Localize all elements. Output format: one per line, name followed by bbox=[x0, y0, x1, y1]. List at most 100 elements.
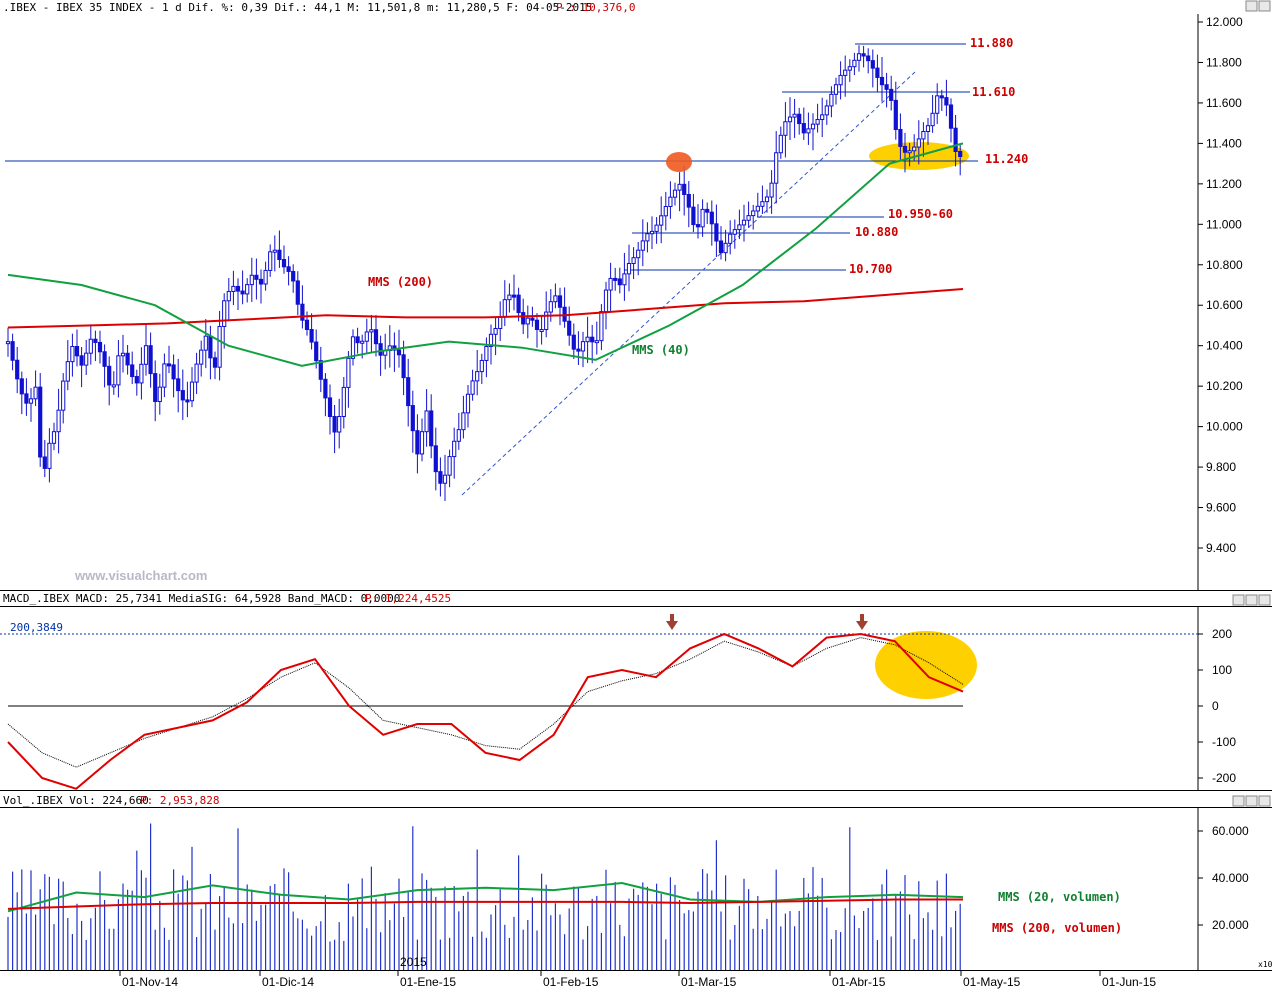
candle bbox=[507, 283, 512, 313]
level-label-11880: 11.880 bbox=[970, 36, 1013, 50]
candle bbox=[254, 258, 259, 300]
candle bbox=[5, 327, 11, 357]
candle bbox=[930, 94, 935, 133]
candle bbox=[38, 373, 43, 467]
year-label: 2015 bbox=[400, 955, 427, 969]
macd-line bbox=[7, 632, 964, 790]
candle bbox=[953, 114, 958, 167]
close-button[interactable] bbox=[1258, 795, 1271, 807]
candle bbox=[134, 369, 139, 396]
macd-tick-label: -100 bbox=[1212, 735, 1236, 749]
candle bbox=[580, 331, 586, 368]
candle bbox=[884, 72, 889, 108]
candle bbox=[88, 324, 93, 365]
candle bbox=[442, 454, 448, 502]
arrow-down-icon bbox=[666, 614, 678, 630]
close-button[interactable] bbox=[1258, 594, 1271, 606]
candle bbox=[130, 351, 135, 385]
candle bbox=[277, 230, 282, 268]
volume-bars bbox=[7, 823, 961, 970]
sma200-label: MMS (200) bbox=[368, 275, 433, 289]
date-tick-label: 01-Feb-15 bbox=[543, 975, 599, 989]
candle bbox=[74, 329, 80, 367]
date-tick-label: 01-Abr-15 bbox=[832, 975, 886, 989]
price-tick-label: 11.800 bbox=[1206, 55, 1242, 69]
candle bbox=[401, 340, 406, 396]
candle bbox=[613, 267, 618, 291]
candle bbox=[594, 321, 599, 355]
candle bbox=[820, 97, 825, 138]
candle bbox=[263, 261, 268, 291]
panel-controls bbox=[1232, 0, 1271, 807]
candle bbox=[626, 244, 632, 292]
candle bbox=[493, 317, 498, 356]
sma40-line bbox=[7, 142, 964, 367]
candle bbox=[944, 79, 949, 117]
candle bbox=[567, 306, 572, 346]
uptrend-line bbox=[461, 71, 916, 496]
candle bbox=[286, 256, 291, 286]
candle bbox=[231, 270, 236, 306]
candle bbox=[314, 329, 319, 369]
candle bbox=[452, 427, 457, 479]
candle bbox=[116, 339, 121, 398]
candle bbox=[810, 113, 816, 151]
candle bbox=[921, 122, 926, 157]
price-tick-label: 10.200 bbox=[1206, 379, 1243, 393]
macd-arrows bbox=[666, 614, 868, 630]
candle bbox=[898, 113, 903, 160]
minimize-button[interactable] bbox=[1232, 594, 1245, 606]
candle bbox=[42, 440, 47, 478]
candle bbox=[925, 117, 931, 145]
candle bbox=[79, 346, 84, 388]
candle bbox=[691, 193, 696, 233]
restore-button[interactable] bbox=[1245, 0, 1258, 12]
candle bbox=[861, 45, 866, 68]
candle bbox=[226, 278, 231, 321]
candle bbox=[65, 340, 70, 391]
close-button[interactable] bbox=[1258, 0, 1271, 12]
candle bbox=[369, 314, 374, 353]
restore-button[interactable] bbox=[1245, 795, 1258, 807]
candle bbox=[875, 54, 880, 92]
candle bbox=[677, 172, 682, 212]
minimize-button[interactable] bbox=[1232, 795, 1245, 807]
candle bbox=[217, 310, 222, 381]
candle bbox=[378, 335, 383, 376]
candle bbox=[783, 102, 788, 158]
candle bbox=[714, 204, 719, 258]
candle bbox=[47, 428, 52, 483]
candle bbox=[33, 370, 38, 407]
candle bbox=[120, 334, 126, 373]
candle bbox=[511, 274, 517, 311]
candle bbox=[258, 269, 264, 304]
price-tick-label: 11.200 bbox=[1206, 177, 1242, 191]
candle bbox=[764, 189, 770, 213]
candle bbox=[603, 281, 609, 330]
candle bbox=[93, 330, 98, 362]
candle bbox=[84, 339, 89, 375]
candle bbox=[617, 267, 622, 294]
candle bbox=[295, 271, 300, 316]
candle bbox=[51, 422, 57, 451]
price-axis: 12.000 11.800 11.600 11.400 11.200 11.000 10.8… bbox=[1198, 15, 1243, 555]
candle bbox=[268, 244, 273, 277]
candle bbox=[410, 390, 415, 453]
candle bbox=[300, 285, 305, 329]
macd-tick-label: -200 bbox=[1212, 771, 1236, 785]
candle bbox=[424, 389, 429, 447]
panel-frames bbox=[0, 14, 1272, 971]
candle bbox=[723, 229, 728, 262]
candle bbox=[433, 427, 438, 491]
candle bbox=[157, 373, 162, 415]
candle bbox=[534, 313, 540, 348]
candle bbox=[672, 182, 678, 206]
candle bbox=[327, 384, 333, 435]
candle bbox=[180, 369, 185, 420]
candle bbox=[111, 371, 116, 395]
candle bbox=[419, 418, 425, 462]
candle bbox=[801, 107, 806, 140]
restore-button[interactable] bbox=[1245, 594, 1258, 606]
level-label-11240: 11.240 bbox=[985, 152, 1028, 166]
candle bbox=[902, 132, 908, 173]
